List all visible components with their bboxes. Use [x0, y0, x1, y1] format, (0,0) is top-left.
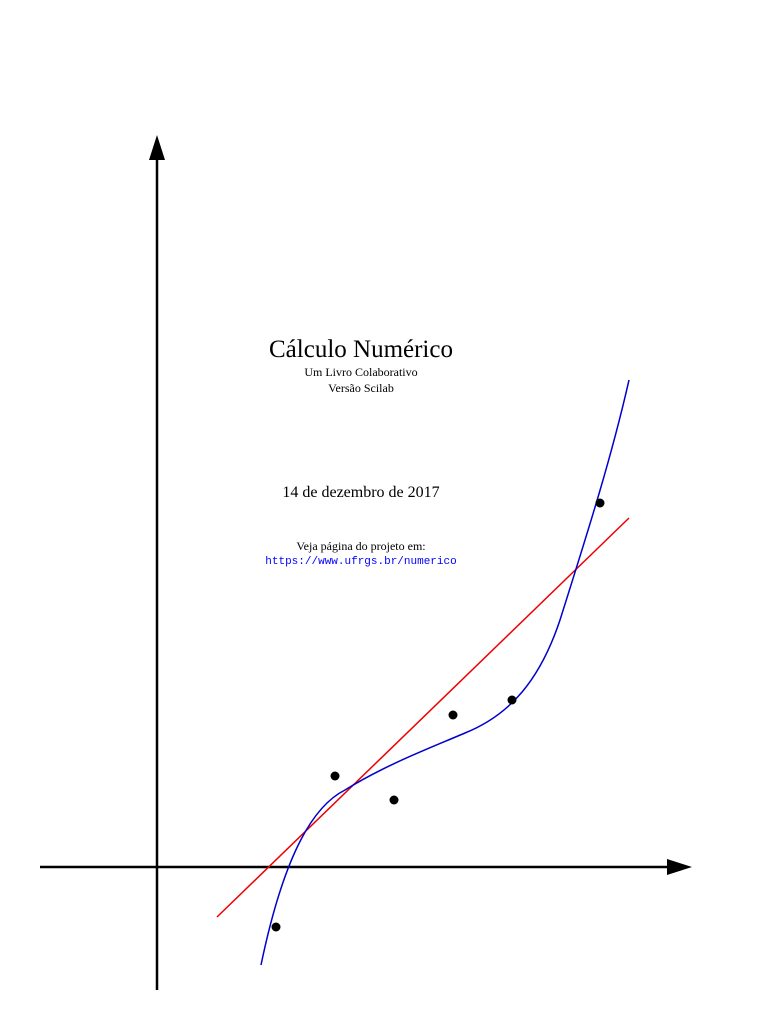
point [507, 695, 517, 705]
title: Cálculo Numérico [269, 336, 453, 363]
point [389, 795, 399, 805]
version: Versão Scilab [328, 381, 394, 395]
project-url[interactable]: https://www.ufrgs.br/numerico [265, 556, 457, 568]
fit-curve [260, 379, 630, 966]
point [595, 498, 605, 508]
subtitle: Um Livro Colaborativo [304, 365, 418, 379]
x-arrow [667, 859, 692, 875]
y-arrow [149, 135, 165, 160]
point [271, 922, 281, 932]
project-note: Veja página do projeto em: [296, 539, 426, 553]
point [448, 710, 458, 720]
fit-line [216, 517, 630, 918]
date: 14 de dezembro de 2017 [282, 484, 440, 501]
point [330, 771, 340, 781]
points [271, 498, 605, 932]
